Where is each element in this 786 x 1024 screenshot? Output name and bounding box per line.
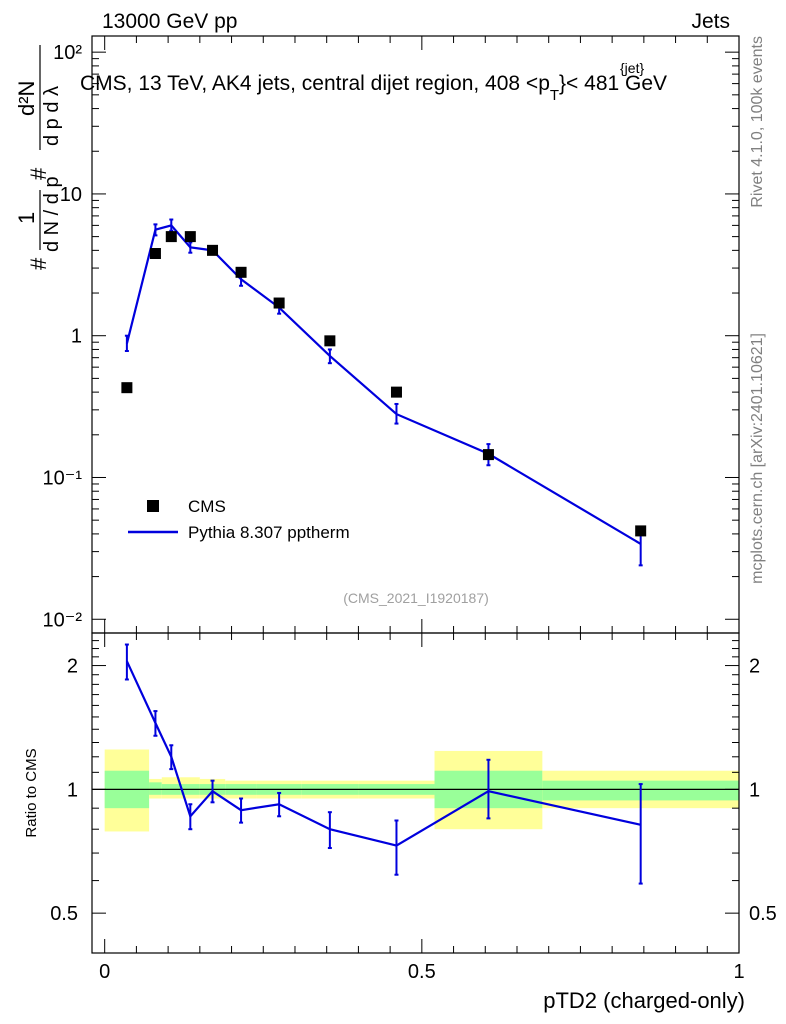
- cms-data-point: [635, 525, 647, 537]
- ratio-ytick-label-left: 2: [67, 656, 78, 678]
- ratio-ytick-label-right: 2: [749, 656, 760, 678]
- header-left: 13000 GeV pp: [102, 10, 237, 33]
- main-title: CMS, 13 TeV, AK4 jets, central dijet reg…: [80, 72, 667, 104]
- main-panel-frame: [91, 35, 740, 634]
- ratio-ytick-label-right: 1: [749, 779, 760, 801]
- mcplots-source-label: mcplots.cern.ch [arXiv:2401.10621]: [749, 333, 766, 584]
- main-ytick-label: 10: [60, 184, 82, 206]
- ratio-band-green: [149, 782, 162, 795]
- cms-data-point: [235, 266, 247, 278]
- main-ylabel-denominator-2: d p d λ: [41, 86, 63, 146]
- cms-data-point: [149, 248, 161, 260]
- analysis-watermark: (CMS_2021_I1920187): [343, 590, 489, 606]
- main-ylabel-denominator-1: d N / d p: [41, 176, 63, 252]
- x-tick-label: 0.5: [408, 961, 436, 983]
- legend: CMS Pythia 8.307 pptherm: [128, 497, 350, 542]
- ratio-axis-ticks: 0.5 0.5 1 1 2 2 0 0.5 1: [50, 633, 777, 983]
- main-ytick-label: 1: [71, 326, 82, 348]
- legend-label-cms: CMS: [188, 497, 226, 516]
- legend-label-pythia: Pythia 8.307 pptherm: [188, 523, 350, 542]
- main-ytick-label: 10²: [53, 42, 82, 64]
- main-ylabel-one: 1: [14, 212, 39, 224]
- main-axis-ticks: 10⁻² 10⁻¹ 1 10 10²: [43, 36, 740, 633]
- x-axis-label: pTD2 (charged-only): [543, 988, 745, 1013]
- cms-data-point: [165, 231, 177, 243]
- ratio-ylabel: Ratio to CMS: [23, 748, 40, 837]
- main-data-layer: [121, 218, 647, 567]
- ratio-ytick-label-right: 0.5: [749, 903, 777, 925]
- cms-data-point: [273, 297, 285, 309]
- main-title-superscript: {jet}: [620, 60, 644, 76]
- main-ylabel-hash-1: #: [26, 257, 51, 270]
- main-ytick-label: 10⁻¹: [43, 467, 83, 489]
- main-ylabel-hash-2: #: [26, 167, 51, 180]
- cms-data-point: [482, 449, 494, 461]
- cms-data-point: [184, 231, 196, 243]
- ratio-data-layer: [124, 643, 643, 885]
- ratio-uncertainty-bands: [104, 749, 739, 832]
- header-right: Jets: [691, 10, 730, 33]
- ratio-panel-frame: [91, 632, 740, 954]
- ratio-line: [125, 660, 641, 847]
- main-ytick-label: 10⁻²: [43, 609, 83, 631]
- main-ylabel: # 1 d N / d p # d²N d p d λ: [14, 45, 63, 270]
- cms-data-point: [121, 382, 133, 394]
- cms-data-point: [390, 386, 402, 398]
- legend-marker-cms: [147, 500, 159, 512]
- ratio-ytick-label-left: 0.5: [50, 903, 78, 925]
- main-ylabel-numerator-2: d²N: [14, 81, 39, 116]
- x-tick-label: 0: [99, 961, 110, 983]
- cms-data-point: [324, 335, 336, 347]
- cms-data-point: [207, 244, 219, 256]
- x-tick-label: 1: [733, 961, 744, 983]
- rivet-version-label: Rivet 4.1.0, 100k events: [749, 36, 766, 208]
- ratio-ytick-label-left: 1: [67, 779, 78, 801]
